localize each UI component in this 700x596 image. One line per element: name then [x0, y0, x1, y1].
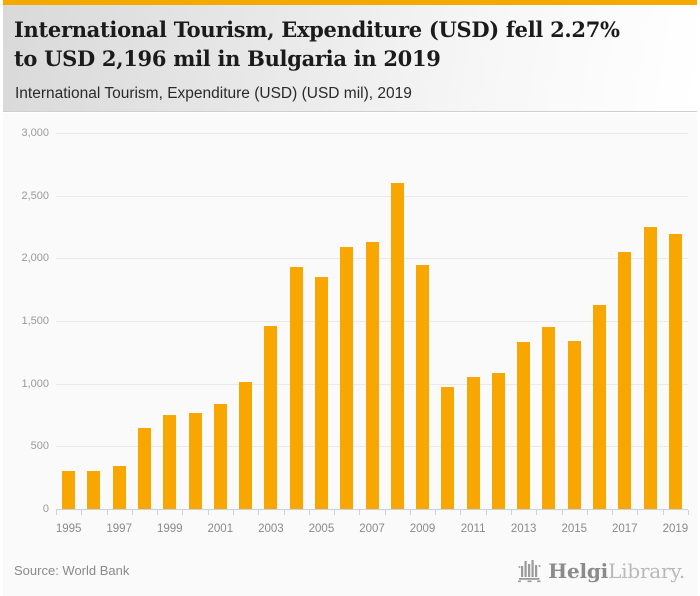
x-axis-label: 2007	[359, 523, 385, 535]
bar-2017	[618, 252, 632, 509]
x-axis-tick	[334, 510, 335, 515]
chart-region: 0 500 1,000 1,500 2,000 2,500 3,000 1995 1997 199…	[3, 113, 697, 596]
bar-2001	[213, 404, 227, 509]
chart-header: International Tourism, Expenditure (USD)…	[3, 5, 697, 112]
x-axis-label: 2019	[662, 523, 689, 535]
x-axis-label: 2003	[258, 523, 284, 535]
x-axis-label: 1997	[106, 523, 132, 535]
x-axis-tick	[107, 510, 108, 515]
x-axis-tick	[81, 510, 82, 515]
bar-1998	[137, 428, 151, 509]
x-axis-label: 1995	[55, 523, 82, 535]
x-axis-tick	[385, 510, 386, 515]
helgilibrary-bars-icon	[518, 557, 543, 588]
x-axis-label: 2005	[308, 523, 335, 535]
x-axis-tick	[612, 510, 613, 515]
bar-2019	[668, 233, 682, 509]
x-axis-tick	[233, 510, 234, 515]
chart-title-line2: to USD 2,196 mil in Bulgaria in 2019	[14, 46, 441, 71]
x-axis-tick	[258, 510, 259, 515]
x-axis-label: 2015	[561, 523, 588, 535]
x-axis-label: 2013	[510, 523, 537, 535]
x-axis-tick	[562, 510, 563, 515]
bar-1997	[112, 465, 126, 509]
x-axis-tick	[460, 510, 461, 515]
x-axis-tick	[688, 510, 689, 515]
x-axis-label: 2009	[409, 523, 436, 535]
x-axis-label: 2011	[460, 523, 486, 535]
x-axis-tick	[587, 510, 588, 515]
bar-2002	[239, 381, 253, 509]
logo-text-library: Library.	[608, 558, 685, 583]
x-axis-tick	[157, 510, 158, 515]
x-axis-tick	[284, 510, 285, 515]
bar-2011	[466, 376, 480, 509]
chart-subtitle: International Tourism, Expenditure (USD)…	[15, 85, 412, 102]
x-axis-tick	[208, 510, 209, 515]
x-axis-label: 2001	[207, 523, 234, 535]
y-axis-label: 2,500	[21, 189, 49, 202]
x-axis-tick	[637, 510, 638, 515]
bar-2003	[264, 326, 278, 509]
x-axis-tick	[663, 510, 664, 515]
y-axis-label: 500	[30, 440, 49, 453]
x-axis-tick	[132, 510, 133, 515]
source-note: Source: World Bank	[14, 563, 130, 578]
bar-2012	[491, 373, 505, 509]
bar-2005	[314, 277, 328, 509]
bar-2018	[643, 227, 657, 509]
helgilibrary-logo-text: HelgiLibrary.	[548, 559, 685, 583]
x-axis-tick	[410, 510, 411, 515]
x-axis-tick	[435, 510, 436, 515]
bar-2006	[340, 247, 354, 509]
gridline	[56, 195, 688, 197]
bar-2016	[593, 304, 607, 509]
y-axis-label: 3,000	[21, 127, 49, 139]
bar-1996	[87, 471, 101, 509]
bar-2010	[441, 387, 455, 509]
bar-2000	[188, 413, 202, 509]
x-axis-label: 2017	[612, 523, 638, 535]
chart-title-line1: International Tourism, Expenditure (USD)…	[14, 17, 620, 42]
chart-title: International Tourism, Expenditure (USD)…	[14, 15, 620, 73]
x-axis-tick	[486, 510, 487, 515]
bar-2015	[567, 341, 581, 509]
x-axis-tick	[182, 510, 183, 515]
bar-2013	[517, 341, 531, 509]
x-axis-line	[56, 509, 688, 510]
bar-2007	[365, 242, 379, 509]
bar-1995	[62, 470, 76, 509]
bar-2014	[542, 326, 556, 509]
x-axis-label: 1999	[156, 523, 183, 535]
y-axis-label: 2,000	[21, 252, 49, 265]
x-axis-tick	[359, 510, 360, 515]
x-axis-tick	[56, 510, 57, 515]
y-axis-label: 1,500	[21, 315, 49, 327]
bar-2009	[416, 264, 430, 509]
x-axis-tick	[309, 510, 310, 515]
x-axis-tick	[536, 510, 537, 515]
bar-2008	[390, 183, 404, 509]
helgilibrary-logo: HelgiLibrary.	[518, 553, 685, 588]
accent-top-strip	[3, 0, 697, 5]
y-axis-label: 1,000	[21, 377, 49, 390]
logo-text-helgi: Helgi	[548, 558, 609, 583]
bar-2004	[289, 267, 303, 509]
plot-area: 0 500 1,000 1,500 2,000 2,500 3,000 1995 1997 199…	[21, 127, 689, 535]
gridline	[56, 133, 688, 134]
x-axis-tick	[511, 510, 512, 515]
y-axis-label: 0	[42, 503, 49, 515]
bar-1999	[163, 415, 177, 509]
